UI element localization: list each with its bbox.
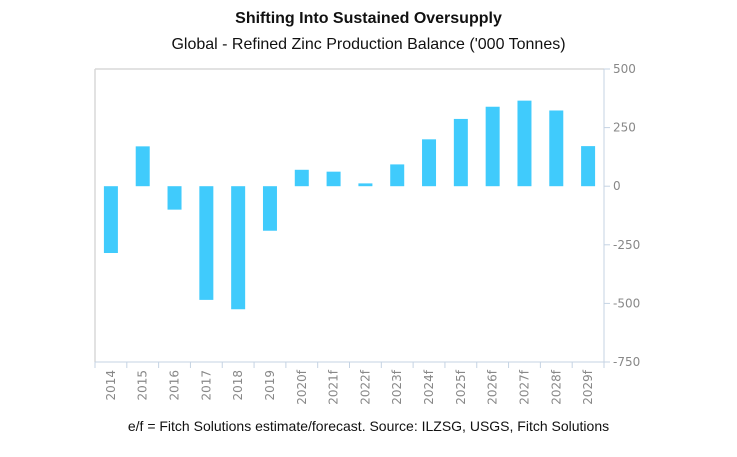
x-tick-label: 2016: [168, 370, 182, 401]
chart-subtitle: Global - Refined Zinc Production Balance…: [171, 36, 566, 53]
bar-2021f: [326, 171, 341, 187]
bar-2020f: [294, 169, 309, 187]
x-tick-label: 2019: [263, 370, 277, 401]
y-tick-label: 0: [613, 179, 621, 193]
bar-2022f: [358, 183, 373, 187]
x-tick-label: 2015: [136, 370, 150, 401]
x-tick-label: 2024f: [422, 369, 436, 405]
bar-2015: [135, 146, 150, 187]
x-tick-label: 2027f: [517, 369, 531, 405]
x-tick-label: 2028f: [549, 369, 563, 405]
x-tick-label: 2021f: [327, 369, 341, 405]
y-tick-label: -500: [613, 296, 640, 310]
x-tick-label: 2020f: [295, 369, 309, 405]
x-tick-label: 2022f: [358, 369, 372, 405]
x-tick-label: 2017: [199, 370, 213, 401]
bar-2024f: [422, 139, 437, 187]
x-tick-label: 2018: [231, 370, 245, 401]
x-tick-label: 2029f: [581, 369, 595, 405]
x-tick-label: 2014: [104, 370, 118, 401]
y-tick-label: 250: [613, 121, 636, 135]
bar-2018: [231, 186, 246, 310]
bar-2023f: [390, 164, 405, 187]
chart-footnote: e/f = Fitch Solutions estimate/forecast.…: [127, 418, 610, 434]
y-tick-label: -250: [613, 238, 640, 252]
bar-2027f: [517, 100, 532, 187]
x-tick-label: 2025f: [454, 369, 468, 405]
y-tick-label: 500: [613, 62, 636, 76]
x-tick-label: 2026f: [486, 369, 500, 405]
bar-2019: [262, 186, 277, 231]
bar-2014: [103, 186, 118, 254]
bar-2029f: [581, 146, 596, 187]
bar-2016: [167, 186, 182, 210]
chart-title: Shifting Into Sustained Oversupply: [235, 10, 502, 27]
y-tick-label: -750: [613, 355, 640, 369]
bar-2017: [199, 186, 214, 300]
bar-2028f: [549, 110, 564, 187]
x-tick-label: 2023f: [390, 369, 404, 405]
bar-2025f: [453, 118, 468, 187]
bar-2026f: [485, 106, 500, 187]
